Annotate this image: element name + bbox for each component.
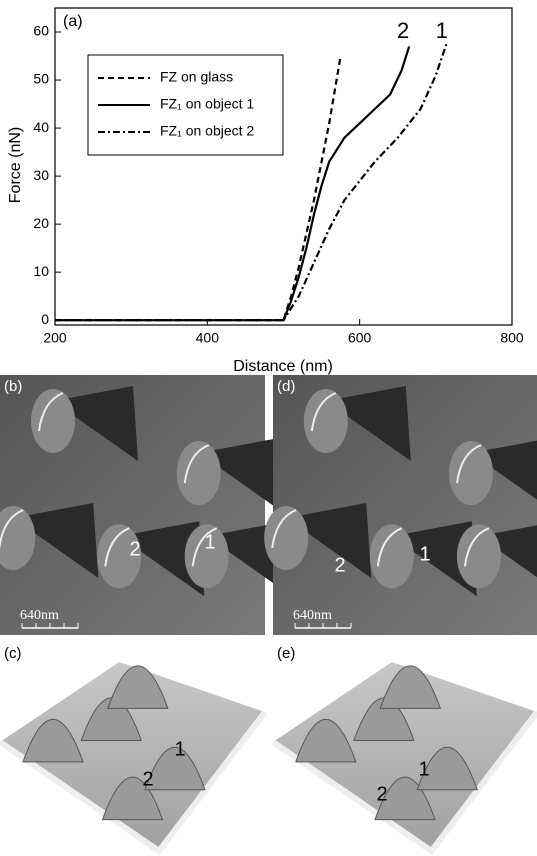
object-label: 2 [142,768,153,790]
afm-image [0,375,292,635]
y-tick-label: 30 [33,167,49,183]
y-tick-label: 40 [33,119,49,135]
object [176,441,221,505]
object-label: 1 [174,738,185,760]
edge [183,444,210,484]
peak [379,665,441,709]
panel-label: (a) [63,13,83,30]
shadow [13,503,99,578]
surface [0,662,265,851]
legend-label: FZ₁ on object 2 [160,123,254,139]
object [97,524,142,589]
object-label: 1 [419,543,430,565]
peak [22,718,84,763]
object [264,506,309,570]
curve-label: 2 [397,18,409,43]
x-tick-label: 800 [500,330,524,346]
object-label: 2 [376,783,387,805]
object-label: 2 [129,538,140,560]
object [369,524,414,589]
panel-label: (b) [4,378,22,395]
surface-edge [271,710,537,856]
object [31,389,75,453]
x-axis-label: Distance (nm) [233,358,333,375]
scale-label: 640nm [293,608,332,623]
object-label: 1 [204,531,215,553]
legend-label: FZ₁ on object 1 [160,96,254,112]
scale-label: 640nm [20,608,59,623]
peak [107,665,169,709]
afm-image [0,642,268,856]
x-tick-label: 200 [43,330,67,346]
plot-frame [54,7,513,326]
panel-label: (c) [4,645,22,662]
shadow [198,438,284,513]
shadow [53,386,138,461]
edge [38,392,64,432]
object-label: 2 [334,554,345,576]
afm-image [264,375,537,635]
y-tick-label: 10 [33,263,49,279]
edge [463,527,490,567]
object-label: 1 [418,758,429,780]
edge [191,527,218,567]
panel-label: (d) [277,378,295,395]
surface [273,662,537,851]
shadow [325,386,411,461]
peak [144,746,206,791]
object [184,524,229,589]
object [303,389,348,453]
series-line [55,41,449,322]
y-tick-label: 20 [33,215,49,231]
y-axis-label: Force (nN) [7,127,24,203]
legend-label: FZ on glass [160,69,233,85]
peak [416,746,478,791]
edge [310,392,337,432]
series-line [55,55,342,322]
edge [0,509,24,549]
afm-image [271,642,537,856]
edge [376,527,403,567]
shadow [391,521,477,597]
y-tick-label: 0 [41,311,49,327]
shadow [119,521,205,597]
y-tick-label: 60 [33,23,49,39]
edge [271,509,297,549]
shadow [286,503,372,578]
panel-label: (e) [277,645,295,662]
x-tick-label: 600 [348,330,372,346]
edge [104,527,130,567]
x-tick-label: 400 [196,330,220,346]
object [449,441,493,505]
object [456,524,501,589]
edge [456,444,482,484]
surface-edge [0,710,268,856]
y-tick-label: 50 [33,71,49,87]
curve-label: 1 [436,18,448,43]
peak [295,718,357,763]
